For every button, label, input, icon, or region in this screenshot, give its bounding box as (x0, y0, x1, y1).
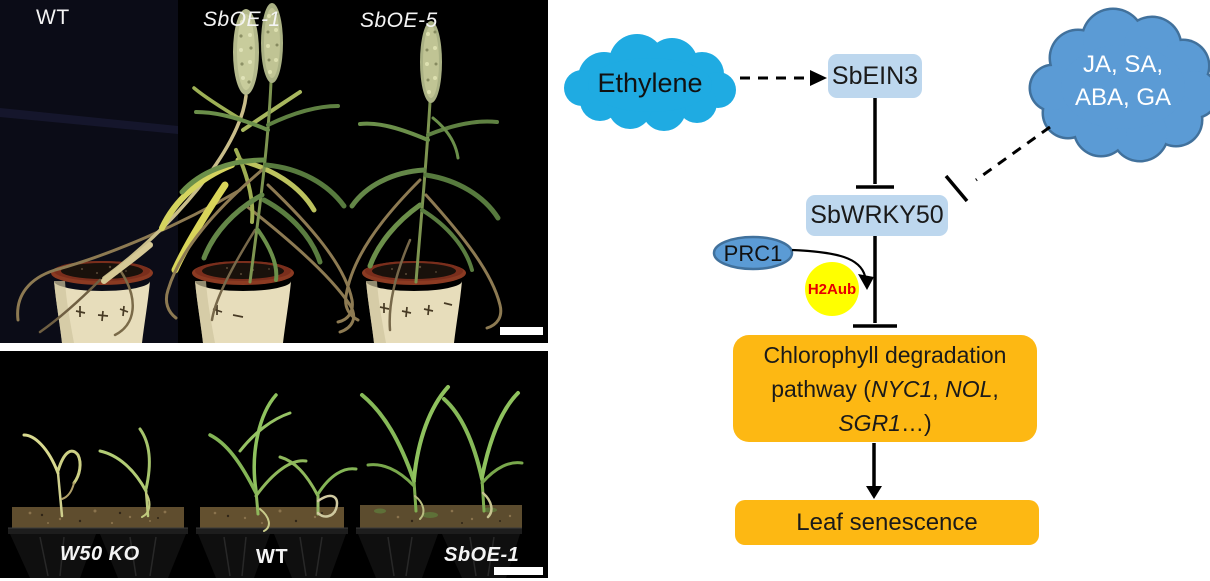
top-label-sboe1: SbOE-1 (203, 8, 281, 31)
connector-sbein3-sbwrky50-inhibition (856, 98, 894, 189)
chlorophyll-box-text: Chlorophyll degradation pathway (NYC1, N… (764, 338, 1007, 440)
panicle-sboe5 (420, 21, 442, 103)
gene-nol: NOL (945, 376, 993, 402)
sbein3-box: SbEIN3 (828, 54, 922, 98)
connector-chlorophyll-leaf (866, 443, 882, 499)
connector-ethylene-sbein3 (740, 70, 827, 86)
chlorophyll-degradation-box: Chlorophyll degradation pathway (NYC1, N… (733, 335, 1037, 442)
top-scale-bar (500, 327, 543, 335)
ethylene-cloud-label: Ethylene (597, 68, 703, 98)
chlorophyll-line3: SGR1…) (764, 406, 1007, 440)
chlorophyll-line2: pathway (NYC1, NOL, (764, 372, 1007, 406)
chlorophyll-line1: Chlorophyll degradation (763, 342, 1007, 368)
h2aub-label: H2Aub (807, 281, 857, 298)
bottom-photo-panel: W50 KO WT SbOE-1 (0, 351, 548, 578)
bottom-label-w50ko: W50 KO (60, 543, 140, 565)
seedlings-wt (208, 393, 358, 532)
pot-wt (51, 261, 153, 343)
pot-sboe1 (192, 261, 294, 343)
gene-nyc1: NYC1 (870, 376, 933, 402)
chl-line2-suffix: , (992, 376, 999, 402)
top-photo-illustration (0, 0, 548, 343)
pot-sboe5 (362, 261, 466, 343)
panicle-sboe1 (261, 3, 283, 83)
top-photo-panel: WT SbOE-1 SbOE-5 (0, 0, 548, 343)
bottom-scale-bar (494, 567, 543, 575)
tray-wt (196, 507, 348, 578)
connector-sbwrky50-chlorophyll-inhibition (853, 236, 897, 328)
bottom-label-sboe1: SbOE-1 (444, 544, 520, 566)
chl-line2-prefix: pathway ( (771, 376, 871, 402)
hormone-cloud-label: JA, SA, ABA, GA (1058, 48, 1188, 114)
tray-sboe1 (356, 505, 522, 578)
plant-sboe1 (164, 80, 354, 324)
bottom-label-wt: WT (256, 546, 289, 568)
hormone-line2: ABA, GA (1074, 84, 1172, 111)
top-label-sboe5: SbOE-5 (360, 9, 438, 32)
chl-line3-suffix: …) (900, 410, 932, 436)
chl-sep: , (932, 376, 946, 402)
bottom-photo-illustration (0, 351, 548, 578)
hormone-line1: JA, SA, (1082, 51, 1164, 78)
leaf-senescence-box: Leaf senescence (735, 500, 1039, 545)
tray-w50ko (8, 507, 188, 578)
plant-wt (16, 86, 356, 337)
prc1-label: PRC1 (723, 241, 783, 266)
seedlings-sboe1 (360, 385, 524, 520)
plant-sboe5 (344, 100, 503, 332)
seedlings-w50ko (22, 427, 151, 518)
gene-sgr1: SGR1 (838, 410, 901, 436)
sbwrky50-box: SbWRKY50 (806, 195, 948, 236)
panicle-wt (233, 9, 259, 95)
connector-hormones-sbwrky50-inhibition (944, 125, 1051, 203)
top-label-wt: WT (36, 6, 70, 29)
